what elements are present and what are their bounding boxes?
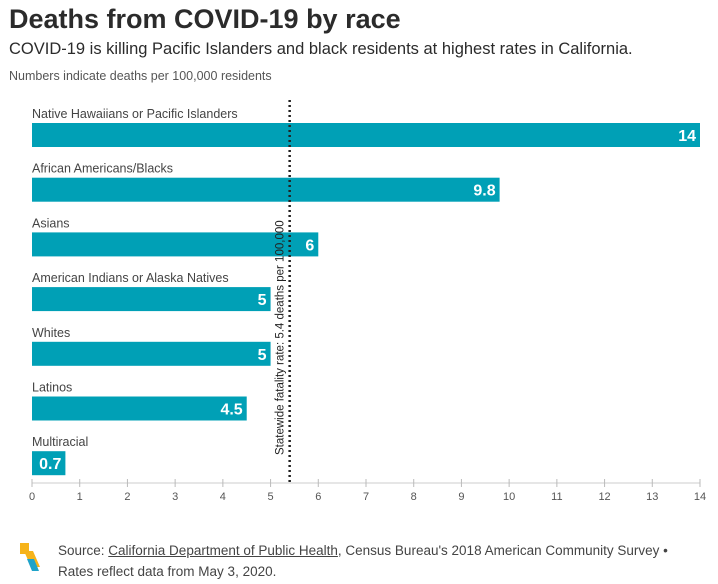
bar-value-label: 0.7 [39, 456, 61, 473]
bar [32, 177, 500, 202]
bar-value-label: 9.8 [473, 183, 495, 200]
x-tick-label: 14 [694, 491, 706, 503]
chart-footer: Source: California Department of Public … [58, 540, 708, 582]
x-tick-label: 7 [363, 491, 369, 503]
x-tick-label: 9 [458, 491, 464, 503]
chart-note: Numbers indicate deaths per 100,000 resi… [9, 69, 272, 83]
calmatters-logo-icon [20, 543, 40, 571]
bar-value-label: 6 [305, 237, 314, 254]
x-tick-label: 5 [268, 491, 274, 503]
x-tick-label: 8 [411, 491, 417, 503]
source-rest: , Census Bureau's 2018 American Communit… [337, 543, 668, 558]
category-label: American Indians or Alaska Natives [32, 271, 229, 285]
bar-chart: Native Hawaiians or Pacific Islanders14A… [29, 100, 706, 503]
category-label: African Americans/Blacks [32, 162, 173, 176]
x-tick-label: 10 [503, 491, 515, 503]
category-label: Whites [32, 326, 70, 340]
bar-value-label: 14 [678, 128, 696, 145]
x-tick-label: 6 [315, 491, 321, 503]
x-tick-label: 2 [124, 491, 130, 503]
x-tick-label: 0 [29, 491, 35, 503]
bar [32, 396, 247, 421]
source-prefix: Source: [58, 543, 109, 558]
x-tick-label: 3 [172, 491, 178, 503]
bar-value-label: 4.5 [220, 402, 242, 419]
category-label: Multiracial [32, 435, 88, 449]
x-tick-label: 12 [598, 491, 610, 503]
category-label: Native Hawaiians or Pacific Islanders [32, 107, 238, 121]
bar [32, 123, 700, 147]
bar-value-label: 5 [258, 347, 267, 364]
category-label: Asians [32, 216, 70, 230]
bar [32, 287, 271, 312]
chart-subtitle: COVID-19 is killing Pacific Islanders an… [9, 40, 633, 58]
source-link[interactable]: California Department of Public Health [108, 543, 338, 558]
x-tick-label: 13 [646, 491, 658, 503]
x-tick-label: 1 [77, 491, 83, 503]
bar [32, 451, 66, 476]
category-label: Latinos [32, 381, 72, 395]
bar [32, 341, 271, 366]
chart-title: Deaths from COVID-19 by race [9, 4, 401, 34]
x-tick-label: 11 [551, 491, 562, 503]
bar [32, 232, 319, 257]
bar-value-label: 5 [258, 292, 267, 309]
x-tick-label: 4 [220, 491, 226, 503]
footer-date: Rates reflect data from May 3, 2020. [58, 564, 277, 579]
reference-line-label: Statewide fatality rate: 5.4 deaths per … [275, 220, 287, 455]
